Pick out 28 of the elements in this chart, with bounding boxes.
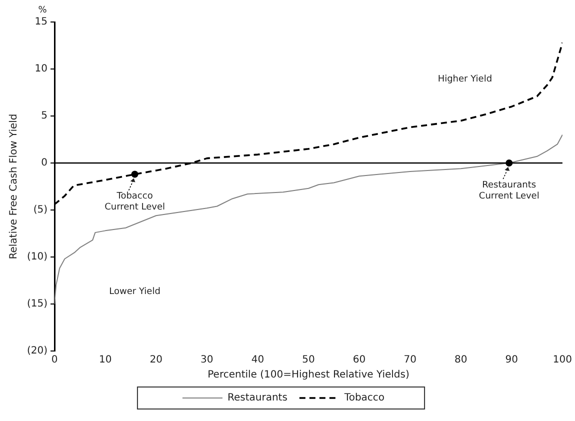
x-tick-label: 100 [552,354,572,366]
y-tick-label: (10) [26,252,48,263]
annotation: Higher Yield [438,74,492,85]
y-tick-label: 10 [34,64,48,75]
x-tick-label: 10 [98,354,112,366]
x-tick-label: 80 [454,354,468,366]
x-tick-label: 30 [200,354,214,366]
x-tick-label: 60 [352,354,366,366]
x-tick-label: 20 [150,354,162,366]
text: % [38,5,48,16]
y-tick-label: (15) [26,298,48,310]
x-tick-label: 70 [404,354,416,366]
y-tick-label: (5) [33,204,48,216]
y-tick-label: 0 [41,158,48,169]
y-axis-title: Relative Free Cash Flow Yield [8,114,20,260]
x-tick-label: 50 [302,354,315,366]
y-tick-label: 5 [41,110,48,122]
x-tick-label: 0 [51,354,58,366]
legend-label: Tobacco [343,392,385,404]
x-axis-title: Percentile (100=Highest Relative Yields) [208,370,410,381]
y-tick-label: 15 [34,16,48,28]
annotation: Lower Yield [109,287,160,298]
legend-label: Restaurants [227,392,288,404]
annotation: Restaurants Current Level [478,180,540,202]
x-tick-label: 40 [251,354,264,366]
annotation: Tobacco Current Level [104,192,165,213]
x-tick-label: 90 [505,354,518,366]
y-tick-label: (20) [26,346,48,357]
